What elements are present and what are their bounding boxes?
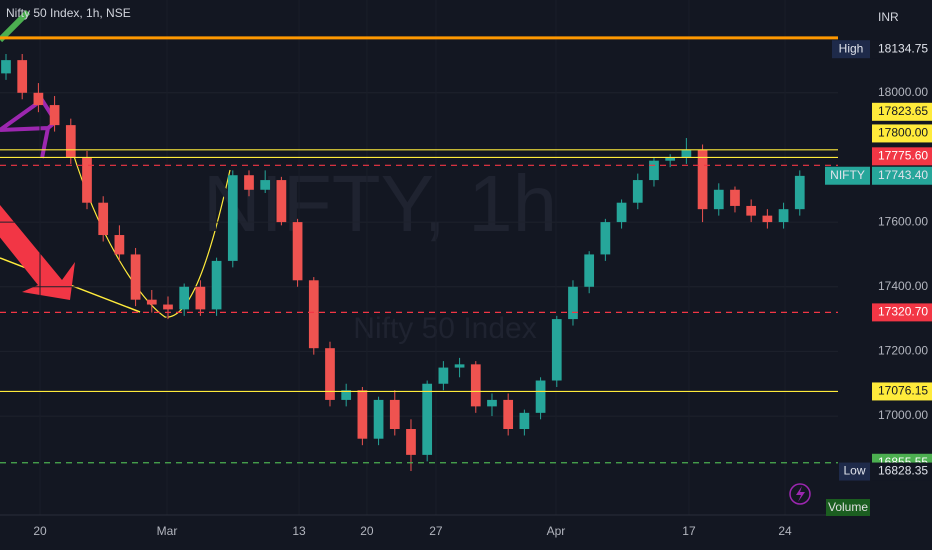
level-label: 17775.60 (878, 149, 928, 163)
level-label: 17320.70 (878, 305, 928, 319)
candle-body (746, 205, 757, 216)
lightning (796, 486, 805, 502)
candle-body (146, 299, 157, 305)
marker-tag: Low (843, 464, 865, 478)
candle-body (163, 304, 173, 310)
candle-body (600, 222, 611, 255)
candle-body (713, 189, 724, 210)
level-label: 17800.00 (878, 126, 928, 140)
candle-body (17, 60, 28, 93)
candle-body (794, 175, 805, 210)
candle-body (308, 280, 319, 349)
candle-body (130, 254, 141, 300)
candle-body (551, 319, 562, 381)
currency: INR (878, 10, 899, 24)
candle-body (406, 429, 416, 455)
candle-body (519, 412, 530, 430)
arrow (0, 205, 75, 300)
marker-value-box (872, 462, 932, 481)
candle-body (292, 222, 303, 281)
marker-tag-box (832, 40, 870, 59)
chart-title: Nifty 50 Index, 1h, NSE (6, 6, 131, 20)
candle-body (778, 209, 789, 223)
candle-body (649, 160, 659, 181)
candle-body (98, 202, 109, 236)
candle-body (681, 150, 692, 158)
plot (0, 36, 838, 472)
candle-body (341, 390, 352, 400)
lightning-icon[interactable] (789, 483, 811, 505)
marker-value: 16828.35 (878, 464, 928, 478)
x-tick-label: Apr (547, 524, 566, 538)
watermark-subtitle: Nifty 50 Index (353, 312, 536, 345)
level-label-box (872, 303, 932, 322)
candle-body (179, 286, 190, 310)
x-tick-label: 27 (429, 524, 443, 538)
candle-body (357, 390, 368, 439)
candle-body (438, 367, 449, 384)
candle-body (487, 399, 497, 407)
candle-body (422, 383, 433, 455)
x-tick-label: Mar (157, 524, 178, 538)
candle-body (616, 202, 627, 223)
level-label: 17823.65 (878, 104, 928, 118)
y-tick-label: 18000.00 (878, 85, 928, 99)
candle-body (389, 399, 400, 430)
marker-tag: High (839, 41, 864, 55)
x-tick-label: 20 (360, 524, 374, 538)
y-tick-label: 17200.00 (878, 344, 928, 358)
candle-body (65, 125, 76, 158)
candle-body (114, 235, 125, 255)
marker-value: 17743.40 (878, 168, 928, 182)
level-label-box (872, 124, 932, 143)
marker-value-box (872, 40, 932, 59)
y-tick-label: 17000.00 (878, 408, 928, 422)
candle-body (697, 150, 708, 210)
marker-value: 18134.75 (878, 41, 928, 55)
candle-body (33, 92, 44, 106)
candle-body (730, 189, 740, 206)
level-label-box (872, 382, 932, 401)
candle-body (195, 286, 206, 310)
candle-body (227, 175, 238, 261)
candle-body (325, 348, 335, 400)
marker-value-box (872, 166, 932, 185)
candle-body (260, 180, 271, 190)
volume-tag (826, 499, 870, 516)
x-tick-label: 20 (33, 524, 47, 538)
y-tick-label: 17600.00 (878, 214, 928, 228)
candle-body (244, 175, 254, 190)
candle-body (584, 254, 595, 287)
level-label: 17076.15 (878, 384, 928, 398)
candle-body (568, 286, 578, 320)
level-label-box (872, 102, 932, 121)
candle-body (665, 157, 676, 161)
candle-body (211, 260, 222, 310)
y-tick-label: 17400.00 (878, 279, 928, 293)
candle-body (535, 380, 546, 413)
level-label-box (872, 147, 932, 166)
volume-label: Volume (828, 500, 868, 514)
marker-tag: NIFTY (830, 168, 865, 182)
candle-body (503, 399, 514, 430)
candle-body (1, 60, 11, 74)
x-tick-label: 13 (292, 524, 306, 538)
candle-body (470, 364, 481, 407)
candle-body (454, 364, 465, 368)
marker-tag-box (839, 462, 870, 481)
candle-body (49, 105, 60, 126)
candle-body (762, 215, 773, 223)
watermark: NIFTY, 1h (203, 159, 557, 248)
x-tick-label: 24 (778, 524, 792, 538)
x-tick-label: 17 (682, 524, 696, 538)
marker-tag-box (825, 166, 870, 185)
candle-body (373, 399, 384, 439)
candle-body (82, 157, 92, 203)
candle-body (632, 180, 643, 203)
candle-body (276, 180, 287, 223)
